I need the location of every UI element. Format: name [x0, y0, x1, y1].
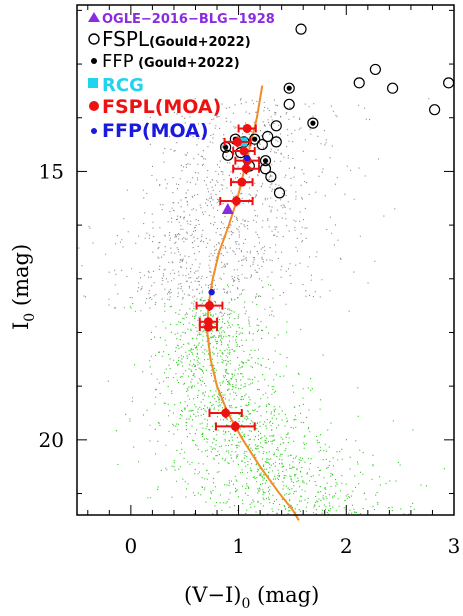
- gould-fspl-point: [369, 63, 381, 76]
- legend-open-circle-icon: [88, 33, 100, 45]
- gould-fspl-point: [273, 187, 286, 199]
- data-points-layer: [195, 23, 455, 432]
- legend-label: OGLE−2016−BLG−1928: [102, 12, 275, 27]
- gould-fspl-point: [259, 163, 272, 175]
- ogle-event-point: [221, 203, 234, 214]
- gould-fspl-point: [307, 117, 319, 129]
- x-tick-label: 1: [232, 534, 245, 558]
- moa-fspl-point: [204, 301, 214, 311]
- gould-fspl-point: [222, 149, 234, 161]
- moa-ffp-point: [208, 289, 215, 296]
- gould-fspl-point: [429, 104, 441, 116]
- legend-square-icon: [88, 78, 98, 88]
- field-stars-layer: [78, 97, 445, 516]
- gould-fspl-point: [353, 77, 365, 89]
- legend-filled-circle-icon: [89, 101, 99, 111]
- moa-fspl-point: [237, 177, 247, 187]
- gould-fspl-point: [295, 23, 307, 35]
- legend-label: FFP(MOA): [102, 120, 209, 142]
- legend-label: RCG: [102, 75, 144, 96]
- gould-fspl-point: [256, 138, 268, 151]
- gould-ffp-point: [252, 136, 258, 142]
- gould-ffp-point: [223, 144, 229, 150]
- gould-fspl-point: [265, 171, 277, 183]
- legend-dot-icon: [91, 128, 97, 134]
- moa-fspl-point: [230, 421, 240, 431]
- legend-dot-icon: [91, 58, 97, 64]
- y-axis-title: I0 (mag): [9, 244, 38, 330]
- moa-fspl-point: [239, 146, 249, 156]
- x-tick-label: 0: [124, 534, 137, 558]
- gould-fspl-point: [262, 130, 274, 143]
- gould-fspl-point: [283, 98, 295, 110]
- gould-ffp-point: [310, 120, 316, 126]
- moa-fspl-point: [221, 408, 231, 418]
- gould-ffp-point: [262, 158, 269, 164]
- axis-ticks: 0 1 2 3 15 20: [39, 5, 461, 558]
- legend-triangle-icon: [88, 12, 100, 22]
- gould-fspl-point: [443, 77, 455, 89]
- gould-fspl-point: [270, 120, 282, 132]
- plot-frame: [76, 4, 455, 516]
- lower-field-stars: [107, 271, 445, 516]
- gould-fspl-point: [259, 155, 272, 167]
- x-tick-label: 3: [448, 534, 461, 558]
- x-tick-label: 2: [340, 534, 353, 558]
- legend-label: FSPL(MOA): [102, 96, 221, 118]
- moa-fspl-point: [242, 123, 252, 133]
- moa-ffp-point: [243, 154, 251, 162]
- moa-fspl-point: [203, 322, 213, 332]
- gould-fspl-point: [387, 82, 399, 94]
- gould-ffp-point: [286, 85, 292, 91]
- moa-fspl-point: [232, 137, 242, 147]
- y-tick-label: 15: [39, 159, 64, 183]
- x-axis-title: (V−I)0 (mag): [184, 583, 319, 612]
- y-tick-label: 20: [39, 428, 64, 452]
- moa-fspl-point: [241, 164, 251, 174]
- legend-label: FFP (Gould+2022): [102, 51, 240, 72]
- moa-fspl-point: [231, 196, 241, 206]
- legend-label: FSPL(Gould+2022): [102, 27, 251, 51]
- gould-fspl-point: [270, 136, 282, 148]
- gould-fspl-point: [283, 82, 295, 94]
